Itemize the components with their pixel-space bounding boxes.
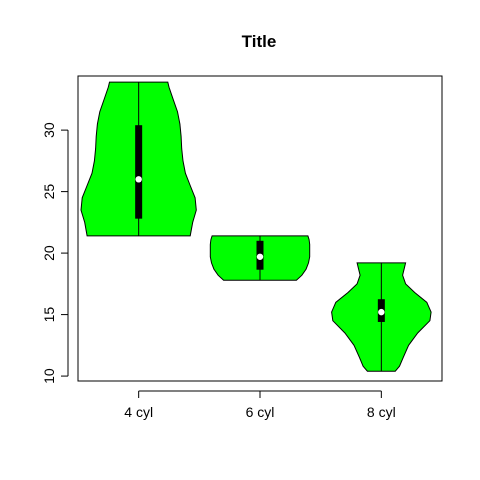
x-axis: 4 cyl 6 cyl 8 cyl [124,390,396,420]
plot-frame [77,75,443,382]
y-tick-label: 30 [41,122,57,138]
x-tick-label: 4 cyl [124,404,153,420]
chart-title: Title [242,32,277,51]
violin-median-point [378,308,385,316]
x-tick-label: 8 cyl [367,404,396,420]
y-tick-label: 20 [41,245,57,261]
y-tick-label: 25 [41,184,57,200]
y-tick-label: 15 [41,307,57,323]
violin-iqr-box [135,125,143,219]
y-axis: 10 15 20 25 30 [41,122,69,384]
x-tick-label: 6 cyl [246,404,275,420]
violin-median-point [135,176,142,183]
violins-layer [80,81,432,372]
violin-median-point [256,253,264,260]
y-tick-label: 10 [41,368,57,384]
